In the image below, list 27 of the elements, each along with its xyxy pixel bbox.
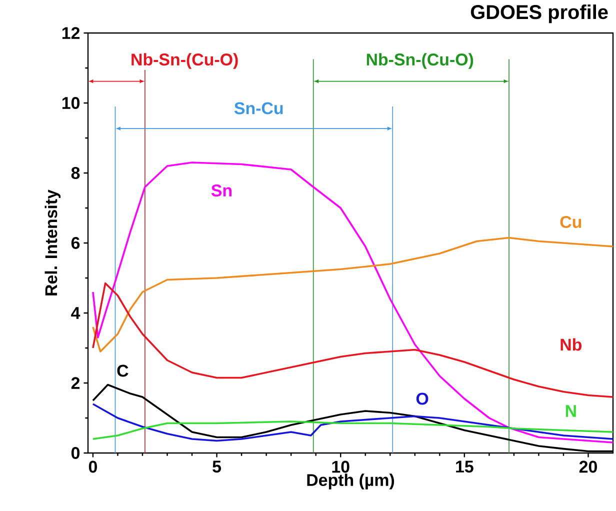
x-tick-label: 20 [579,460,597,473]
y-axis-title: Rel. Intensity [44,190,61,296]
x-tick-label: 5 [212,460,222,473]
line-series [92,236,614,352]
series-label: C [117,364,128,377]
series-label: N [566,405,576,417]
text: Nb [560,338,582,351]
annotation: Nb-Sn-(Cu-O) [366,53,474,69]
y-tick-label: 2 [71,377,80,389]
series-label: Cu [560,216,582,228]
series-label: Sn [211,184,232,196]
y-tick-label: 12 [62,27,80,39]
x-tick-label: 10 [332,460,350,473]
annotation: Nb-Sn-(Cu-O) [132,53,238,69]
y-tick-label: 0 [71,447,80,459]
y-tick-label: 4 [71,307,80,319]
line-series [92,162,614,444]
annotation: Sn-Cu [234,102,283,114]
line-series [92,420,614,440]
y-tick-label: 8 [71,167,80,179]
x-tick-label: 15 [456,460,474,473]
x-axis-title: Depth (µm) [307,474,394,490]
series-label: O [416,392,428,405]
y-tick-label: 10 [62,97,80,109]
x-tick-label: 0 [88,460,97,473]
y-tick-label: 6 [71,237,80,249]
chart-title: GDOES profile [470,4,608,24]
